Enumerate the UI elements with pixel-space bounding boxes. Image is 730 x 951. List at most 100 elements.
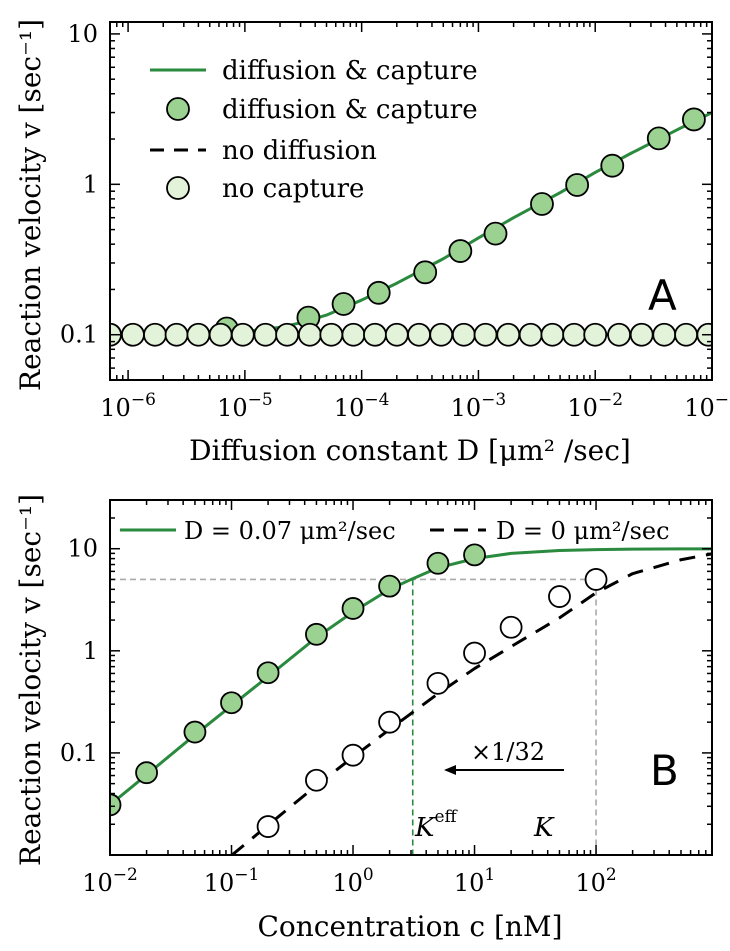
legend-label-markers: diffusion & capture xyxy=(222,95,478,125)
y-tick-label: 1 xyxy=(83,170,98,198)
data-point xyxy=(297,322,322,347)
x-tick-label: 10−2 xyxy=(567,390,623,422)
data-point xyxy=(429,322,454,347)
data-point xyxy=(518,322,543,347)
data-point xyxy=(341,743,365,767)
x-tick-label-exponent: 1 xyxy=(484,865,495,885)
x-tick-label: 10−4 xyxy=(334,390,390,422)
shift-factor-label: ×1/32 xyxy=(471,738,545,766)
panel-b-xlabel: Concentration c [nM] xyxy=(257,910,562,943)
panel-b-letter: B xyxy=(650,746,679,795)
data-point xyxy=(186,322,211,347)
data-point xyxy=(562,322,587,347)
data-point xyxy=(652,322,677,347)
legend-marker-diffusion-capture xyxy=(166,97,190,121)
x-tick-label-base: 10 xyxy=(334,394,365,422)
data-point xyxy=(341,322,366,347)
x-tick-label-base: 10 xyxy=(575,869,606,897)
data-point xyxy=(253,322,278,347)
panel-b-frame xyxy=(109,499,713,856)
x-tick-label-exponent: −5 xyxy=(248,390,273,410)
x-tick-label-exponent: 2 xyxy=(606,865,617,885)
data-point xyxy=(121,322,145,347)
data-point xyxy=(230,322,255,347)
data-point xyxy=(451,322,476,347)
x-tick-label: 10−1 xyxy=(204,865,260,897)
data-point xyxy=(183,720,207,744)
data-point xyxy=(540,322,565,347)
x-tick-label-base: 10 xyxy=(217,394,248,422)
legend-marker-no-capture xyxy=(166,176,190,200)
x-tick-label-exponent: −2 xyxy=(113,865,138,885)
k-eff-superscript: eff xyxy=(434,807,458,827)
data-point xyxy=(483,221,508,246)
x-tick-label-exponent: −1 xyxy=(234,865,259,885)
panel-b-ticks xyxy=(109,499,713,856)
panel-a-xlabel: Diffusion constant D [μm² /sec] xyxy=(189,434,631,467)
data-point xyxy=(600,153,625,178)
x-tick-label: 10−2 xyxy=(82,865,138,897)
panel-b-ylabel: Reaction velocity v [sec⁻¹] xyxy=(14,494,47,866)
x-tick-label-base: 10 xyxy=(684,394,715,422)
data-point xyxy=(682,107,706,132)
series-line xyxy=(110,547,712,806)
data-point xyxy=(363,322,387,347)
data-point xyxy=(378,574,402,598)
data-point xyxy=(135,761,158,785)
series-line xyxy=(230,552,712,855)
data-point xyxy=(448,239,473,263)
x-tick-label: 10−5 xyxy=(217,390,273,422)
data-point xyxy=(463,543,486,567)
data-point xyxy=(319,322,344,347)
data-point xyxy=(629,322,654,347)
x-tick-label-base: 10 xyxy=(454,869,485,897)
data-point xyxy=(305,622,328,646)
data-point xyxy=(305,768,328,792)
x-tick-label-base: 10 xyxy=(204,869,235,897)
data-point xyxy=(565,173,590,197)
panel-b-legend: D = 0.07 μm²/sec D = 0 μm²/sec xyxy=(120,517,670,545)
data-point xyxy=(164,322,189,347)
panel-a-ticks xyxy=(109,22,713,381)
legend-label-d0: D = 0 μm²/sec xyxy=(496,517,670,545)
x-tick-label: 100 xyxy=(332,865,373,897)
data-point xyxy=(220,691,243,715)
data-point xyxy=(607,322,631,347)
data-point xyxy=(584,568,608,591)
legend-label-line: diffusion & capture xyxy=(222,56,478,86)
data-point xyxy=(341,597,365,620)
x-tick-label-exponent: −3 xyxy=(481,390,506,410)
x-tick-label: 10−3 xyxy=(451,390,507,422)
panel-a-letter: A xyxy=(648,271,677,320)
x-tick-label-exponent: −1 xyxy=(715,390,730,410)
data-point xyxy=(378,710,402,734)
x-tick-label-base: 10 xyxy=(451,394,482,422)
x-tick-label-base: 10 xyxy=(82,869,113,897)
x-tick-label: 10−1 xyxy=(684,390,730,422)
legend-label-no-capture: no capture xyxy=(222,174,364,204)
data-point xyxy=(496,322,521,347)
data-point xyxy=(426,671,450,695)
data-point xyxy=(548,585,571,608)
data-point xyxy=(275,322,300,347)
panel-a-ylabel: Reaction velocity v [sec⁻¹] xyxy=(14,19,47,391)
data-point xyxy=(426,551,450,575)
data-point xyxy=(413,260,438,285)
panel-b-guides xyxy=(110,578,597,855)
y-tick-label: 0.1 xyxy=(60,321,98,349)
x-tick-label-base: 10 xyxy=(100,394,131,422)
legend-label-no-diffusion: no diffusion xyxy=(222,136,377,166)
data-point xyxy=(143,322,167,347)
x-tick-label-exponent: −4 xyxy=(364,390,389,410)
data-point xyxy=(407,322,431,347)
y-tick-label: 10 xyxy=(67,535,98,563)
k-eff-label: Keff xyxy=(414,807,458,843)
data-point xyxy=(530,192,554,216)
k-label: K xyxy=(533,813,555,843)
panel-a-frame xyxy=(109,21,713,381)
data-point xyxy=(366,280,391,305)
x-tick-label-base: 10 xyxy=(567,394,598,422)
